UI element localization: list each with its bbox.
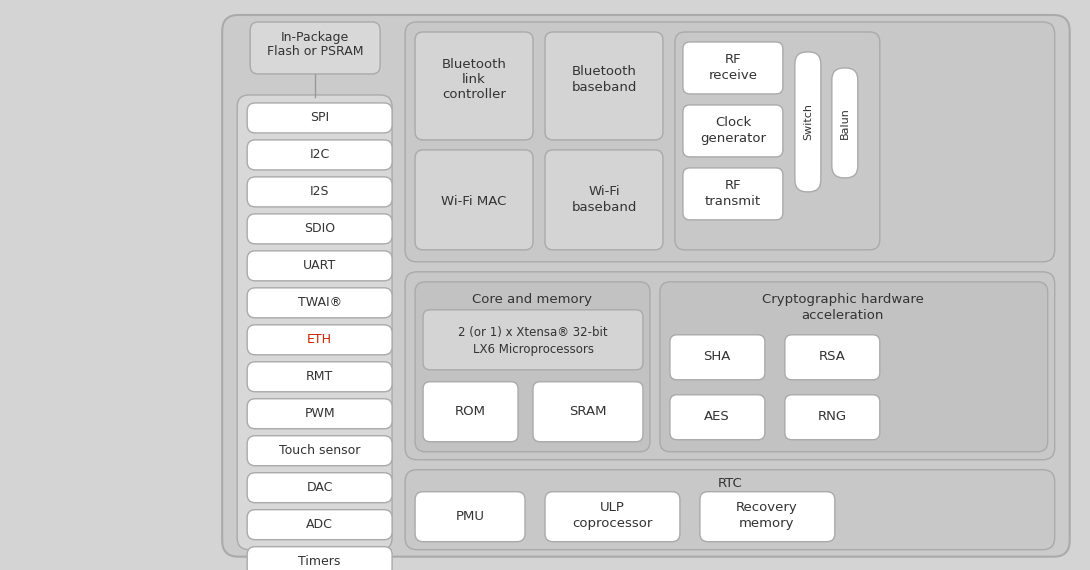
- Text: PWM: PWM: [304, 407, 335, 420]
- Text: Wi-Fi MAC: Wi-Fi MAC: [441, 196, 507, 209]
- FancyBboxPatch shape: [423, 310, 643, 370]
- Text: ULP: ULP: [600, 501, 625, 514]
- Text: memory: memory: [739, 517, 795, 530]
- FancyBboxPatch shape: [785, 335, 880, 380]
- Text: RMT: RMT: [306, 370, 334, 383]
- FancyBboxPatch shape: [675, 32, 880, 250]
- FancyBboxPatch shape: [683, 42, 783, 94]
- FancyBboxPatch shape: [238, 95, 392, 549]
- FancyBboxPatch shape: [405, 470, 1055, 549]
- Text: SPI: SPI: [310, 111, 329, 124]
- FancyBboxPatch shape: [247, 288, 392, 318]
- FancyBboxPatch shape: [415, 282, 650, 452]
- Text: In-Package: In-Package: [281, 31, 349, 44]
- FancyBboxPatch shape: [683, 168, 783, 220]
- Text: ETH: ETH: [307, 333, 332, 347]
- Text: RNG: RNG: [818, 410, 847, 424]
- FancyBboxPatch shape: [247, 435, 392, 466]
- Text: Switch: Switch: [803, 103, 813, 140]
- FancyBboxPatch shape: [222, 15, 1069, 557]
- Text: RSA: RSA: [819, 351, 845, 363]
- FancyBboxPatch shape: [423, 382, 518, 442]
- FancyBboxPatch shape: [785, 395, 880, 439]
- FancyBboxPatch shape: [247, 140, 392, 170]
- FancyBboxPatch shape: [415, 150, 533, 250]
- FancyBboxPatch shape: [670, 395, 765, 439]
- FancyBboxPatch shape: [659, 282, 1047, 452]
- FancyBboxPatch shape: [247, 214, 392, 244]
- Text: Recovery: Recovery: [736, 501, 798, 514]
- Text: Core and memory: Core and memory: [472, 294, 592, 306]
- Text: Balun: Balun: [839, 107, 850, 139]
- FancyBboxPatch shape: [832, 68, 858, 178]
- FancyBboxPatch shape: [247, 362, 392, 392]
- Text: Bluetooth: Bluetooth: [571, 66, 637, 79]
- Text: TWAI®: TWAI®: [298, 296, 341, 310]
- Text: RTC: RTC: [717, 477, 742, 490]
- Text: SHA: SHA: [703, 351, 730, 363]
- Text: baseband: baseband: [571, 201, 637, 214]
- Text: SRAM: SRAM: [569, 405, 607, 418]
- Text: Clock: Clock: [715, 116, 751, 129]
- Text: SDIO: SDIO: [304, 222, 336, 235]
- FancyBboxPatch shape: [247, 103, 392, 133]
- FancyBboxPatch shape: [405, 22, 1055, 262]
- FancyBboxPatch shape: [683, 105, 783, 157]
- FancyBboxPatch shape: [545, 492, 680, 542]
- Text: link: link: [462, 74, 486, 87]
- Text: Touch sensor: Touch sensor: [279, 444, 361, 457]
- Text: receive: receive: [708, 70, 758, 83]
- FancyBboxPatch shape: [545, 150, 663, 250]
- FancyBboxPatch shape: [247, 177, 392, 207]
- FancyBboxPatch shape: [251, 22, 380, 74]
- Text: I2C: I2C: [310, 148, 330, 161]
- Text: RF: RF: [725, 54, 741, 67]
- FancyBboxPatch shape: [247, 325, 392, 355]
- Text: DAC: DAC: [306, 481, 332, 494]
- FancyBboxPatch shape: [545, 32, 663, 140]
- Text: RF: RF: [725, 180, 741, 193]
- Text: UART: UART: [303, 259, 336, 272]
- FancyBboxPatch shape: [247, 399, 392, 429]
- FancyBboxPatch shape: [700, 492, 835, 542]
- FancyBboxPatch shape: [247, 251, 392, 281]
- FancyBboxPatch shape: [670, 335, 765, 380]
- Text: transmit: transmit: [705, 196, 761, 209]
- FancyBboxPatch shape: [247, 510, 392, 540]
- FancyBboxPatch shape: [415, 492, 525, 542]
- Text: coprocessor: coprocessor: [572, 517, 652, 530]
- FancyBboxPatch shape: [415, 32, 533, 140]
- Text: Cryptographic hardware: Cryptographic hardware: [762, 294, 923, 306]
- Text: I2S: I2S: [310, 185, 329, 198]
- Text: ROM: ROM: [455, 405, 485, 418]
- Text: generator: generator: [700, 132, 766, 145]
- Text: Bluetooth: Bluetooth: [441, 59, 507, 71]
- FancyBboxPatch shape: [247, 473, 392, 503]
- Text: baseband: baseband: [571, 82, 637, 95]
- FancyBboxPatch shape: [795, 52, 821, 192]
- FancyBboxPatch shape: [533, 382, 643, 442]
- Text: 2 (or 1) x Xtensa® 32-bit: 2 (or 1) x Xtensa® 32-bit: [458, 326, 608, 339]
- Text: Flash or PSRAM: Flash or PSRAM: [267, 46, 363, 59]
- FancyBboxPatch shape: [247, 547, 392, 570]
- Text: PMU: PMU: [456, 510, 485, 523]
- Text: acceleration: acceleration: [801, 310, 884, 322]
- Text: ADC: ADC: [306, 518, 334, 531]
- FancyBboxPatch shape: [405, 272, 1055, 460]
- Text: LX6 Microprocessors: LX6 Microprocessors: [472, 343, 594, 356]
- Text: Timers: Timers: [299, 555, 341, 568]
- Text: controller: controller: [443, 88, 506, 101]
- Text: Wi-Fi: Wi-Fi: [589, 185, 620, 198]
- Text: AES: AES: [704, 410, 730, 424]
